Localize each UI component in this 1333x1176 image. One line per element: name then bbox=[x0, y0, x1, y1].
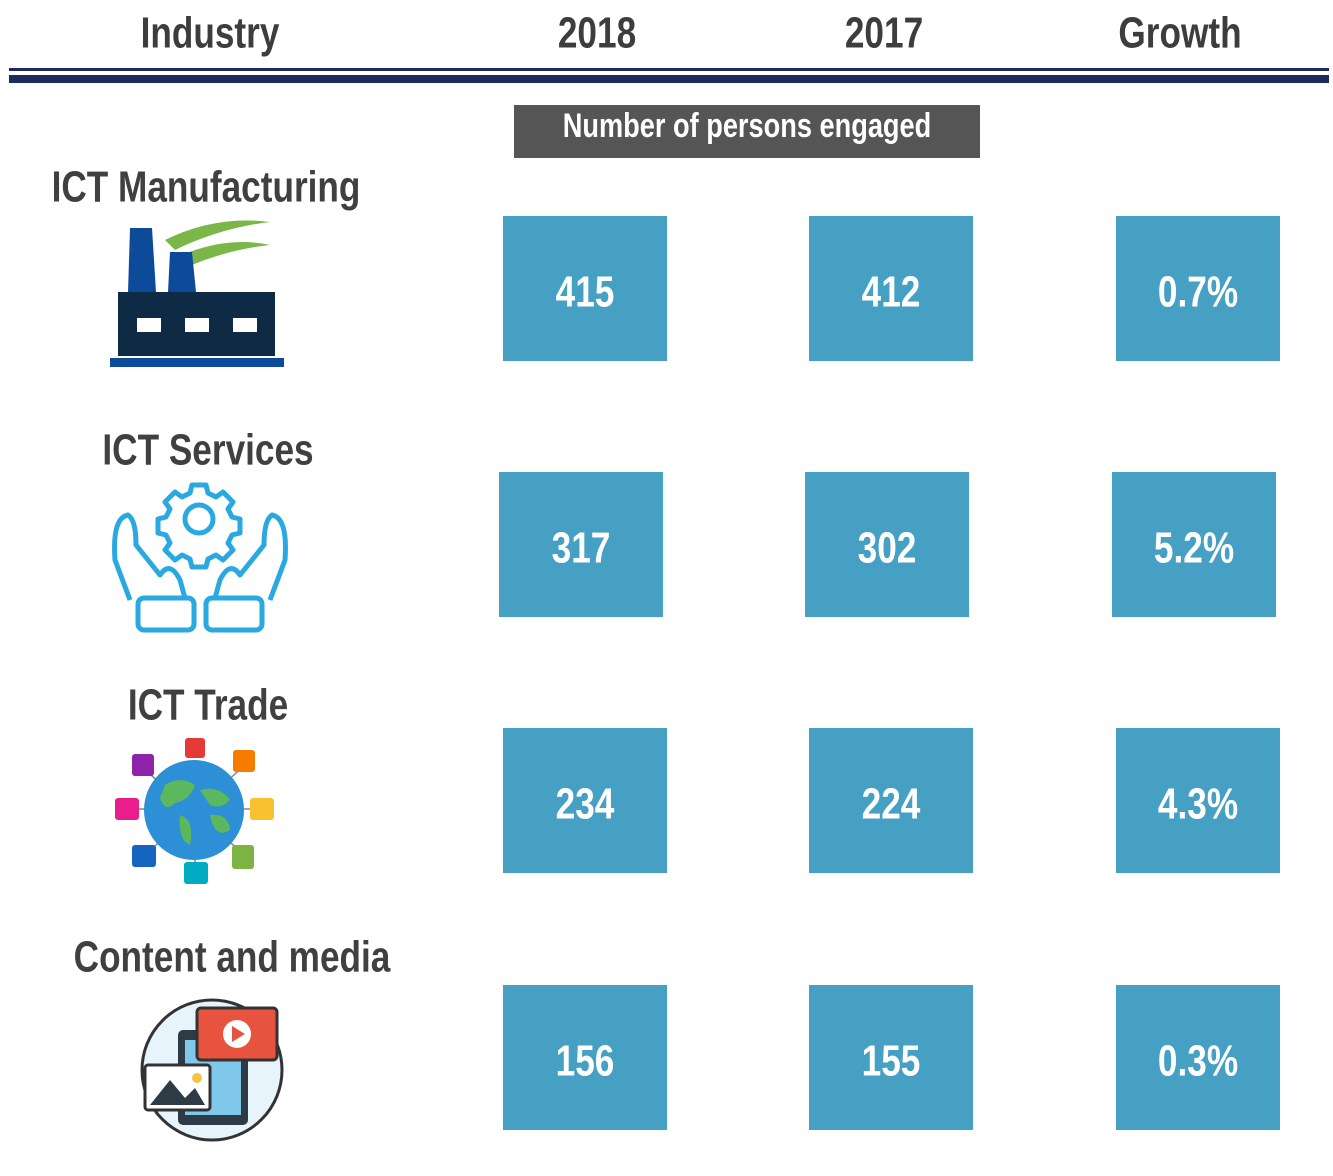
industry-label: ICT Services bbox=[102, 426, 313, 475]
value-box bbox=[499, 472, 663, 617]
value-box bbox=[503, 985, 667, 1130]
value-label: 156 bbox=[556, 1037, 615, 1086]
value-box bbox=[503, 216, 667, 361]
services-icon bbox=[112, 482, 288, 633]
subtitle-box bbox=[514, 105, 980, 158]
column-header: 2017 bbox=[845, 9, 923, 58]
factory-icon bbox=[110, 220, 284, 367]
value-label: 317 bbox=[552, 524, 611, 573]
column-header: Industry bbox=[141, 9, 280, 58]
header-rule-thin bbox=[9, 68, 1329, 71]
column-header: 2018 bbox=[558, 9, 636, 58]
value-box bbox=[503, 728, 667, 873]
industry-label: Content and media bbox=[74, 933, 391, 982]
industry-label: ICT Manufacturing bbox=[52, 163, 361, 212]
value-box bbox=[809, 728, 973, 873]
subtitle: Number of persons engaged bbox=[563, 106, 931, 145]
value-label: 0.7% bbox=[1158, 268, 1238, 317]
industry-label: ICT Trade bbox=[128, 681, 288, 730]
value-box bbox=[805, 472, 969, 617]
value-label: 0.3% bbox=[1158, 1037, 1238, 1086]
value-label: 412 bbox=[862, 268, 921, 317]
value-box bbox=[809, 216, 973, 361]
value-box bbox=[1116, 216, 1280, 361]
header-rule-thick bbox=[9, 75, 1329, 83]
value-label: 415 bbox=[556, 268, 615, 317]
value-label: 224 bbox=[862, 780, 921, 829]
media-icon bbox=[140, 998, 284, 1142]
column-header: Growth bbox=[1118, 9, 1241, 58]
trade-icon bbox=[115, 738, 274, 884]
value-box bbox=[1112, 472, 1276, 617]
value-label: 5.2% bbox=[1154, 524, 1234, 573]
value-box bbox=[1116, 728, 1280, 873]
value-box bbox=[1116, 985, 1280, 1130]
value-label: 4.3% bbox=[1158, 780, 1238, 829]
value-label: 234 bbox=[556, 780, 615, 829]
value-label: 155 bbox=[862, 1037, 921, 1086]
value-label: 302 bbox=[858, 524, 917, 573]
value-box bbox=[809, 985, 973, 1130]
